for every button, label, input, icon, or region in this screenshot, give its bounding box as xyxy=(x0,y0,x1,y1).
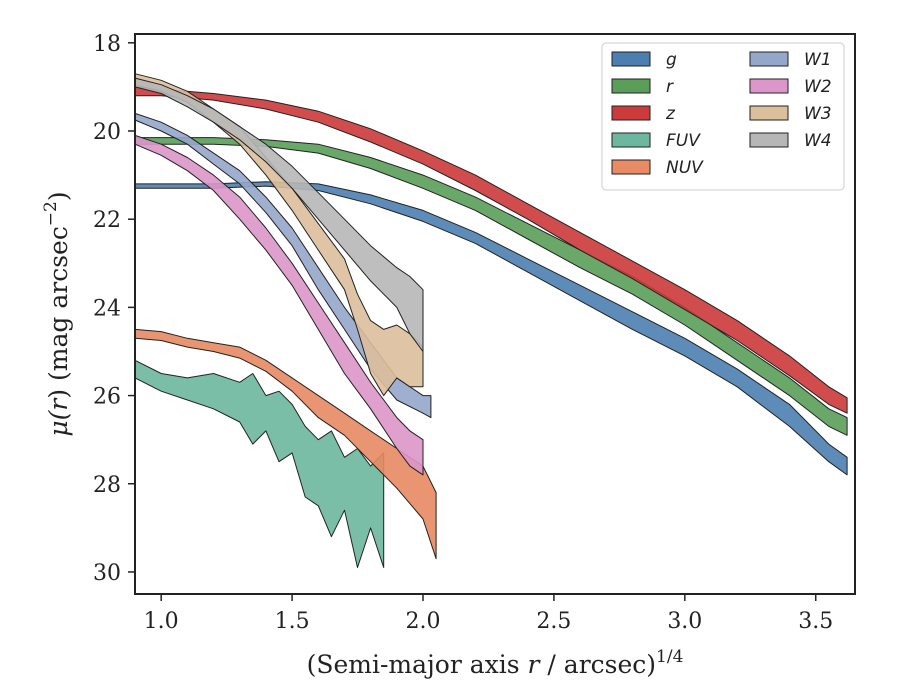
legend-swatch-nuv xyxy=(611,159,651,175)
x-tick-label: 3.5 xyxy=(798,609,833,634)
band-w3 xyxy=(134,73,424,397)
legend-swatch-w3 xyxy=(749,105,789,121)
band-z xyxy=(134,86,848,414)
legend-label-z: z xyxy=(665,104,676,124)
band-r xyxy=(134,137,848,436)
legend-label-w4: W4 xyxy=(804,131,832,151)
legend: grz FUV NUV W1 W2 W3 W4 xyxy=(601,42,845,191)
band-w2 xyxy=(134,134,424,476)
band-nuv xyxy=(134,328,437,560)
band-fuv xyxy=(134,359,385,568)
x-tick-label: 2.0 xyxy=(406,609,441,634)
y-tick-label: 20 xyxy=(93,120,121,145)
y-tick-label: 30 xyxy=(93,561,121,586)
legend-swatch-z xyxy=(611,105,651,121)
legend-label-w3: W3 xyxy=(804,104,832,124)
legend-swatch-w4 xyxy=(749,132,789,148)
legend-swatch-w1 xyxy=(749,51,789,67)
legend-swatch-w2 xyxy=(749,78,789,94)
ticks-layer: 1.0 1.5 2.0 2.5 3.0 3.5 18 20 22 24 26 28 30 xyxy=(93,32,833,634)
x-axis-label: (Semi-major axis r / arcsec)1/4 xyxy=(307,647,684,679)
band-g xyxy=(134,181,848,476)
x-tick-label: 2.5 xyxy=(536,609,571,634)
band-w4 xyxy=(134,77,424,352)
legend-label-r: r xyxy=(666,77,674,97)
legend-label-g: g xyxy=(666,50,677,70)
y-tick-label: 24 xyxy=(93,296,121,321)
plot-frame xyxy=(134,33,856,595)
legend-swatch-g xyxy=(611,51,651,67)
legend-label-w1: W1 xyxy=(804,50,832,70)
x-tick-label: 1.0 xyxy=(144,609,179,634)
y-tick-label: 28 xyxy=(93,473,121,498)
legend-label-fuv: FUV xyxy=(666,131,701,151)
x-tick-label: 3.0 xyxy=(667,609,702,634)
legend-swatch-fuv xyxy=(611,132,651,148)
y-tick-label: 18 xyxy=(93,32,121,57)
y-tick-label: 22 xyxy=(93,208,121,233)
legend-label-w2: W2 xyxy=(804,77,832,97)
legend-swatch-r xyxy=(611,78,651,94)
y-tick-label: 26 xyxy=(93,385,121,410)
x-tick-label: 1.5 xyxy=(275,609,310,634)
y-axis-label: μ(r) (mag arcsec−2) xyxy=(41,191,73,436)
bands-layer xyxy=(134,73,848,568)
band-w1 xyxy=(134,112,432,419)
legend-label-nuv: NUV xyxy=(666,158,704,178)
